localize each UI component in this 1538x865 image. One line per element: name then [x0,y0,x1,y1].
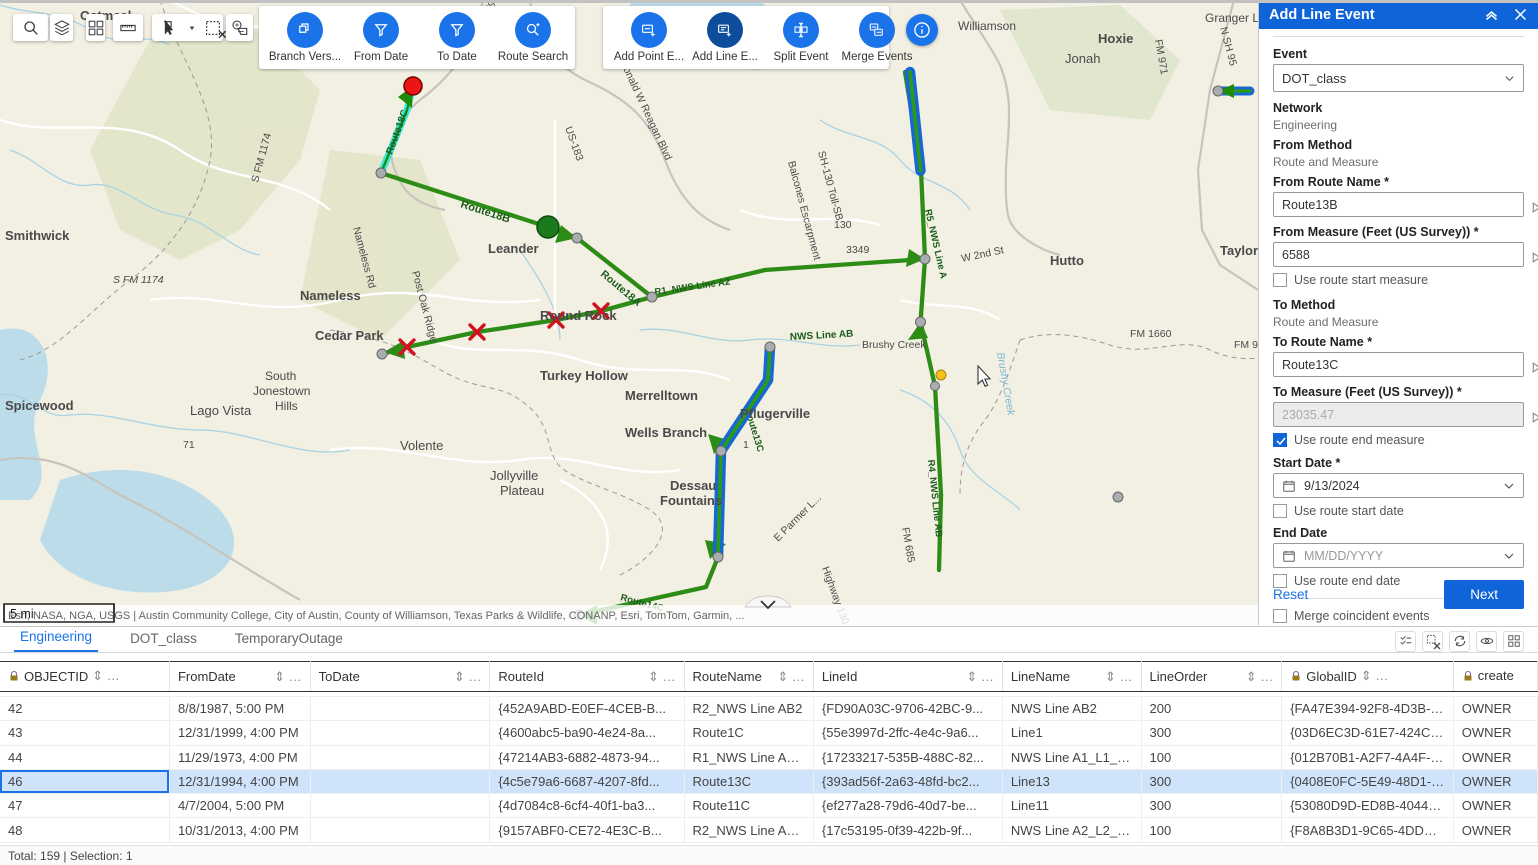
svg-text:Spicewood: Spicewood [5,398,74,413]
svg-text:Esri, NASA, NGA, USGS | Austin: Esri, NASA, NGA, USGS | Austin Community… [8,610,744,622]
svg-text:Pflugerville: Pflugerville [740,406,810,421]
svg-text:Nameless: Nameless [300,288,361,303]
svg-text:3349: 3349 [846,244,870,256]
svg-text:Taylor: Taylor [1220,243,1258,258]
svg-text:S FM 1174: S FM 1174 [113,274,164,286]
svg-text:Smithwick: Smithwick [5,228,70,243]
svg-text:FM 973 N: FM 973 N [1234,339,1258,351]
svg-text:Wells Branch: Wells Branch [625,425,707,440]
svg-text:South: South [265,369,296,383]
svg-text:FM 1660: FM 1660 [1130,328,1172,340]
svg-text:Cedar Park: Cedar Park [315,328,384,343]
svg-text:Jollyville: Jollyville [490,468,538,483]
svg-text:5 mi: 5 mi [10,607,34,621]
svg-text:130: 130 [834,219,852,231]
svg-text:Fountains: Fountains [660,493,722,508]
svg-text:Leander: Leander [488,241,539,256]
svg-text:Dessau: Dessau [670,478,716,493]
svg-text:1: 1 [743,439,749,451]
svg-text:Lago Vista: Lago Vista [190,403,252,418]
svg-text:Volente: Volente [400,438,443,453]
svg-text:Hills: Hills [275,399,298,413]
svg-text:Jonestown: Jonestown [253,384,310,398]
svg-text:Round Rock: Round Rock [540,308,617,323]
svg-text:Merrelltown: Merrelltown [625,388,698,403]
svg-text:Brushy Creek: Brushy Creek [862,339,926,351]
svg-text:Hutto: Hutto [1050,253,1084,268]
svg-text:Turkey Hollow: Turkey Hollow [540,368,629,383]
svg-text:71: 71 [183,439,195,451]
svg-text:Plateau: Plateau [500,483,544,498]
